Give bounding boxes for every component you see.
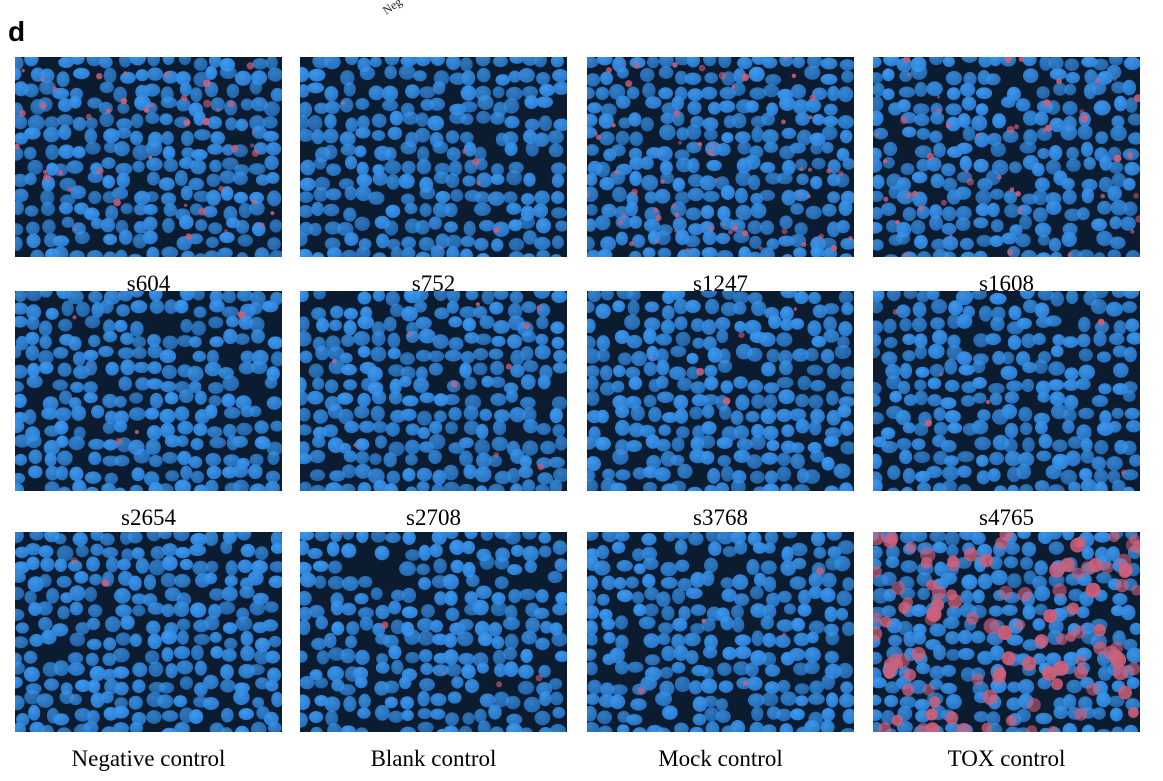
panel-caption: TOX control — [947, 746, 1066, 771]
fluorescence-micrograph-icon — [873, 57, 1140, 257]
fluorescence-micrograph-icon — [587, 291, 854, 491]
panel-caption: Mock control — [658, 746, 783, 771]
panel-caption: Negative control — [71, 746, 226, 771]
fluorescence-micrograph-icon — [873, 532, 1140, 732]
fluorescence-micrograph-icon — [587, 532, 854, 732]
fluorescence-micrograph-icon — [300, 291, 567, 491]
panel-caption: s4765 — [979, 505, 1034, 530]
fluorescence-micrograph-icon — [300, 57, 567, 257]
fluorescence-micrograph-icon — [15, 57, 282, 257]
fluorescence-micrograph-icon — [300, 532, 567, 732]
panel-caption: Blank control — [370, 746, 497, 771]
fluorescence-micrograph-icon — [873, 291, 1140, 491]
panel-letter: d — [8, 16, 26, 47]
fluorescence-micrograph-icon — [15, 532, 282, 732]
panel-caption: s2708 — [406, 505, 461, 530]
panel-caption: s2654 — [121, 505, 176, 530]
panel-caption: s3768 — [693, 505, 748, 530]
fluorescence-micrograph-icon — [15, 291, 282, 491]
fluorescence-micrograph-icon — [587, 57, 854, 257]
